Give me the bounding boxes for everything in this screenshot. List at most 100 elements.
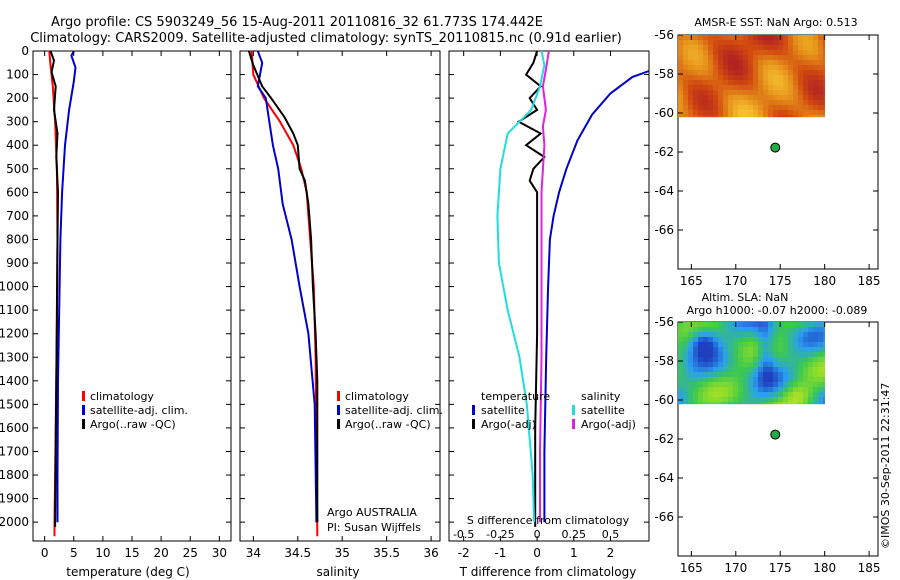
field-cell [783, 50, 789, 56]
field-cell [678, 85, 684, 91]
field-cell [688, 332, 694, 338]
field-cell [823, 70, 825, 76]
y-tick-label: -56 [654, 28, 674, 42]
field-cell [808, 332, 814, 338]
field-cell [728, 110, 734, 116]
field-cell [688, 327, 694, 333]
field-cell [703, 332, 709, 338]
field-cell [698, 55, 704, 61]
field-cell [743, 80, 749, 86]
field-cell [823, 382, 825, 388]
field-cell [713, 105, 719, 111]
field-cell [728, 50, 734, 56]
field-cell [683, 40, 689, 46]
field-cell [753, 70, 759, 76]
field-cell [738, 357, 744, 363]
field-cell [698, 50, 704, 56]
field-cell [813, 362, 819, 368]
field-cell [808, 337, 814, 343]
field-cell [693, 40, 699, 46]
field-cell [703, 110, 709, 116]
field-cell [688, 55, 694, 61]
field-cell [703, 60, 709, 66]
salinity-legend: climatology satellite-adj. clim. Argo(..… [337, 390, 443, 431]
field-cell [753, 342, 759, 348]
sla-map-ticks: 165 170 175 180 185 -56 -58 -60 -62 -64 -66 [654, 315, 880, 575]
field-cell [748, 372, 754, 378]
field-cell [758, 115, 764, 118]
field-cell [678, 95, 684, 101]
field-cell [713, 392, 719, 398]
field-cell [683, 387, 689, 393]
field-cell [733, 105, 739, 111]
field-cell [813, 352, 819, 358]
field-cell [723, 337, 729, 343]
field-cell [713, 342, 719, 348]
field-cell [813, 367, 819, 373]
field-cell [753, 45, 759, 51]
field-cell [788, 35, 794, 41]
y-tick-label: 1500 [0, 397, 29, 411]
y-tick-label: 700 [6, 209, 29, 223]
field-cell [773, 402, 779, 405]
field-cell [738, 367, 744, 373]
field-cell [818, 342, 824, 348]
field-cell [778, 402, 784, 405]
field-cell [688, 65, 694, 71]
field-cell [688, 95, 694, 101]
field-cell [708, 70, 714, 76]
field-cell [813, 70, 819, 76]
field-cell [723, 90, 729, 96]
field-cell [798, 75, 804, 81]
field-cell [678, 70, 684, 76]
field-cell [748, 392, 754, 398]
legend-label-satellite: satellite-adj. clim. [90, 404, 188, 417]
field-cell [753, 332, 759, 338]
field-cell [788, 90, 794, 96]
field-cell [763, 90, 769, 96]
field-cell [768, 362, 774, 368]
field-cell [733, 402, 739, 405]
field-cell [758, 75, 764, 81]
field-cell [808, 382, 814, 388]
field-cell [693, 397, 699, 403]
field-cell [703, 387, 709, 393]
field-cell [738, 327, 744, 333]
x2-tick-label: -0.5 [453, 528, 474, 541]
field-cell [748, 90, 754, 96]
field-cell [793, 80, 799, 86]
field-cell [823, 352, 825, 358]
field-cell [768, 55, 774, 61]
field-cell [823, 397, 825, 403]
field-cell [723, 80, 729, 86]
field-cell [798, 110, 804, 116]
field-cell [683, 70, 689, 76]
field-cell [743, 70, 749, 76]
field-cell [753, 65, 759, 71]
field-cell [748, 377, 754, 383]
x-tick-label: 2 [607, 546, 615, 560]
field-cell [783, 322, 789, 328]
field-cell [688, 85, 694, 91]
field-cell [738, 332, 744, 338]
field-cell [793, 60, 799, 66]
field-cell [758, 377, 764, 383]
field-cell [688, 377, 694, 383]
field-cell [813, 60, 819, 66]
field-cell [803, 377, 809, 383]
legend-label-sal-satellite: satellite [581, 404, 625, 417]
field-cell [693, 95, 699, 101]
field-cell [738, 402, 744, 405]
field-cell [723, 342, 729, 348]
field-cell [718, 85, 724, 91]
field-cell [813, 377, 819, 383]
field-cell [788, 95, 794, 101]
field-cell [803, 372, 809, 378]
field-cell [728, 70, 734, 76]
field-cell [738, 55, 744, 61]
field-cell [808, 387, 814, 393]
field-cell [738, 105, 744, 111]
field-cell [688, 367, 694, 373]
field-cell [808, 392, 814, 398]
field-cell [793, 397, 799, 403]
